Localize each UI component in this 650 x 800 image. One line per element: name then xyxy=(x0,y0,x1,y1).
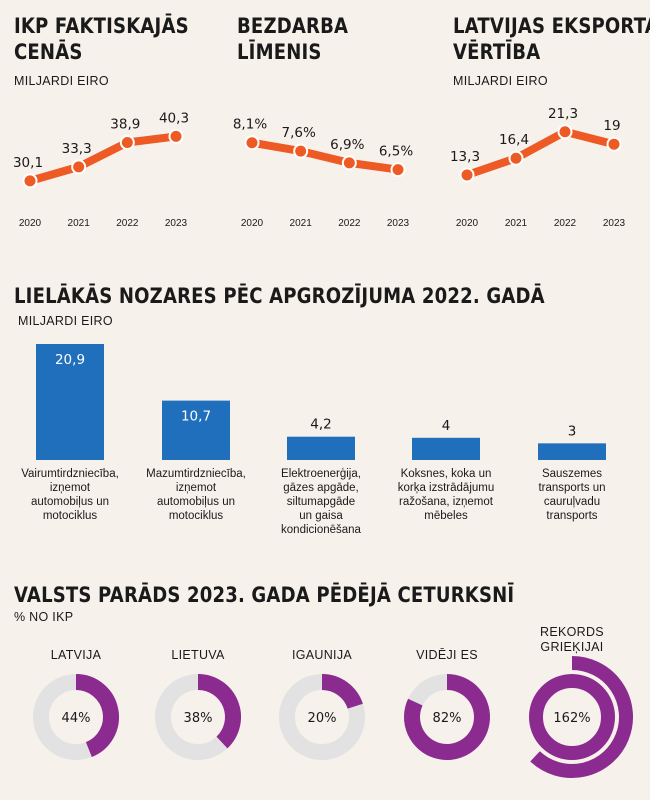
line-year-label-0-2: 2022 xyxy=(116,218,139,229)
line-value-label-0-2: 38,9 xyxy=(110,117,140,133)
line-year-label-2-3: 2023 xyxy=(603,218,626,229)
line-value-label-2-0: 13,3 xyxy=(450,149,480,165)
line-value-label-2-3: 19 xyxy=(603,118,620,134)
donut-charts-svg: 44% 38% 20% 82% 162% xyxy=(33,656,633,778)
line-point-0-3 xyxy=(168,128,184,144)
line-charts-svg: 30,1 2020 33,3 2021 38,9 2022 40,3 2023 8,1% 2020… xyxy=(13,106,626,229)
line-point-2-3 xyxy=(606,136,622,152)
donut-value-label-3: 82% xyxy=(433,711,462,726)
bar-chart-unit: MILJARDI EIRO xyxy=(18,314,113,328)
donut-category-label-1: LIETUVA xyxy=(171,648,225,662)
line-year-label-0-1: 2021 xyxy=(68,218,91,229)
bar-category-label-1: Mazumtirdzniecība, izņemot automobiļus un m… xyxy=(146,468,246,522)
unemployment-title-line2: LĪMENIS xyxy=(237,40,322,64)
donut-arc-4 xyxy=(529,674,615,760)
donut-value-label-0: 44% xyxy=(62,711,91,726)
bar-value-label-1: 10,7 xyxy=(181,409,211,425)
bar-category-label-3: Koksnes, koka un korķa izstrādājumu ražoša… xyxy=(397,468,495,522)
bar-chart-title: LIELĀKĀS NOZARES PĒC APGROZĪJUMA 2022. G… xyxy=(14,284,545,308)
bar-4 xyxy=(538,443,606,460)
donut-outer-arc-4 xyxy=(530,656,633,778)
line-value-label-0-1: 33,3 xyxy=(62,141,92,157)
export-unit: MILJARDI EIRO xyxy=(453,74,548,88)
line-point-0-0 xyxy=(22,173,38,189)
donut-arc-3 xyxy=(404,674,490,760)
bar-category-label-2: Elektroenerģija, gāzes apgāde, siltumapgād… xyxy=(281,468,361,536)
export-chart-title: LATVIJAS EKSPORTA VĒRTĪBA xyxy=(453,13,650,65)
bar-value-label-4: 3 xyxy=(568,423,577,439)
bar-category-label-4: Sauszemes transports un cauruļvadu transpor… xyxy=(538,468,606,522)
gdp-chart-title: IKP FAKTISKAJĀS CENĀS xyxy=(14,13,189,65)
line-value-label-2-1: 16,4 xyxy=(499,132,529,148)
bar-value-label-3: 4 xyxy=(442,418,451,434)
line-point-0-1 xyxy=(71,159,87,175)
bar-3 xyxy=(412,437,480,460)
gdp-unit: MILJARDI EIRO xyxy=(14,74,109,88)
line-series-0 xyxy=(26,132,180,185)
line-value-label-0-3: 40,3 xyxy=(159,110,189,126)
line-point-1-0 xyxy=(244,135,260,151)
export-title-line2: VĒRTĪBA xyxy=(453,40,541,64)
donut-section-title: VALSTS PARĀDS 2023. GADA PĒDĒJĀ CETURKSN… xyxy=(14,583,515,607)
line-point-1-2 xyxy=(341,155,357,171)
line-year-label-1-3: 2023 xyxy=(387,218,410,229)
line-point-1-3 xyxy=(390,162,406,178)
bar-chart-svg: 20,9 10,7 4,2 4 3 xyxy=(36,344,606,460)
line-point-2-2 xyxy=(557,124,573,140)
gdp-title-line2: CENĀS xyxy=(14,40,83,64)
line-year-label-0-3: 2023 xyxy=(165,218,188,229)
bar-0 xyxy=(36,344,104,460)
line-point-2-1 xyxy=(508,150,524,166)
unemployment-chart-title: BEZDARBA LĪMENIS xyxy=(237,13,348,65)
bar-value-label-2: 4,2 xyxy=(310,417,331,433)
donut-value-label-1: 38% xyxy=(184,711,213,726)
line-point-2-0 xyxy=(459,167,475,183)
donut-arc-2 xyxy=(321,674,363,710)
line-year-label-2-1: 2021 xyxy=(505,218,528,229)
donut-category-label-0: LATVIJA xyxy=(50,648,102,662)
donut-value-label-2: 20% xyxy=(308,711,337,726)
line-year-label-0-0: 2020 xyxy=(19,218,42,229)
line-value-label-1-3: 6,5% xyxy=(379,144,413,160)
line-value-label-2-2: 21,3 xyxy=(548,106,578,122)
line-year-label-2-0: 2020 xyxy=(456,218,479,229)
bar-2 xyxy=(287,436,355,460)
export-title-line1: LATVIJAS EKSPORTA xyxy=(453,14,650,38)
line-year-label-1-2: 2022 xyxy=(338,218,361,229)
line-point-1-1 xyxy=(293,143,309,159)
line-point-0-2 xyxy=(119,135,135,151)
bar-1 xyxy=(162,400,230,460)
donut-category-label-3: VIDĒJI ES xyxy=(416,648,478,662)
unemployment-title-line1: BEZDARBA xyxy=(237,14,349,38)
line-series-1 xyxy=(248,138,402,174)
line-value-label-1-2: 6,9% xyxy=(330,137,364,153)
line-value-label-1-1: 7,6% xyxy=(282,125,316,141)
donut-category-label-2: IGAUNIJA xyxy=(291,648,353,662)
gdp-title-line1: IKP FAKTISKAJĀS xyxy=(14,14,189,38)
line-value-label-0-0: 30,1 xyxy=(13,155,43,171)
donut-value-label-4: 162% xyxy=(553,711,590,726)
line-year-label-1-1: 2021 xyxy=(290,218,313,229)
donut-section-unit: % NO IKP xyxy=(14,610,74,624)
line-value-label-1-0: 8,1% xyxy=(233,117,267,133)
bar-value-label-0: 20,9 xyxy=(55,352,85,368)
bar-category-label-0: Vairumtirdzniecība, izņemot automobiļus un… xyxy=(21,468,119,522)
line-year-label-2-2: 2022 xyxy=(554,218,577,229)
line-series-2 xyxy=(463,127,618,179)
donut-category-label-4: REKORDS GRIEĶIJAI xyxy=(540,625,604,654)
donut-arc-1 xyxy=(197,674,241,749)
donut-arc-0 xyxy=(75,674,119,757)
line-year-label-1-0: 2020 xyxy=(241,218,264,229)
